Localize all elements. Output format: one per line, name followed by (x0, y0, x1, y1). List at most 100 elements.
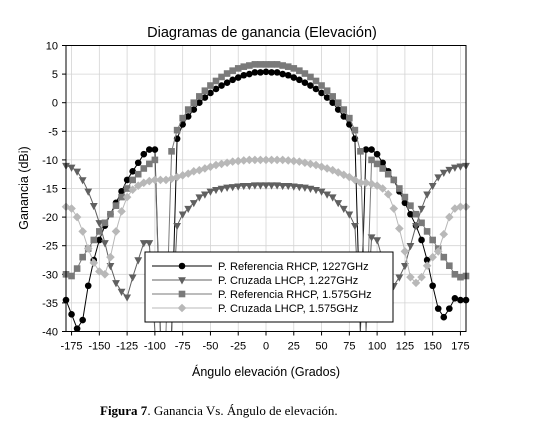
data-point (212, 77, 220, 85)
data-point (195, 165, 204, 175)
legend-item-1: P. Referencia RHCP, 1227GHz (152, 261, 369, 273)
y-tick-label: 5 (52, 69, 58, 81)
data-point (346, 114, 353, 122)
data-point (317, 188, 326, 196)
data-point (223, 70, 231, 77)
data-point (400, 247, 410, 256)
x-tick-label: 100 (368, 341, 386, 353)
data-point (383, 189, 393, 199)
series-3 (62, 61, 470, 332)
data-point (340, 106, 348, 113)
data-point (218, 73, 225, 81)
data-point (445, 166, 454, 175)
data-point (183, 169, 193, 178)
data-point (150, 175, 160, 185)
x-tick-label: -125 (116, 341, 138, 353)
y-tick-label: 0 (52, 98, 58, 110)
data-point (451, 295, 459, 302)
data-point (206, 188, 215, 196)
data-point (389, 204, 399, 213)
data-point (251, 61, 259, 68)
data-point (173, 222, 182, 231)
y-tick-label: -10 (42, 155, 58, 167)
data-point (184, 106, 192, 113)
data-point (96, 236, 103, 244)
data-point (68, 272, 75, 280)
data-point (450, 164, 459, 172)
data-point (306, 159, 315, 169)
data-point (368, 146, 375, 153)
data-point (406, 243, 415, 251)
data-point (78, 177, 87, 185)
data-point (395, 274, 404, 282)
data-point (128, 274, 137, 282)
data-point (123, 176, 131, 184)
y-axis-ticks: 10 5 0 -5 -10 -15 -20 -25 -30 -35 -40 (42, 41, 66, 339)
legend-marker (178, 277, 186, 285)
data-point (289, 183, 298, 191)
x-tick-label: 150 (423, 341, 441, 353)
data-point (384, 170, 392, 178)
data-point (89, 202, 98, 211)
data-point (262, 68, 270, 76)
data-point (301, 70, 309, 77)
data-point (179, 114, 186, 122)
data-point (407, 210, 414, 218)
data-point (133, 181, 143, 190)
data-point (79, 316, 86, 324)
data-point (328, 194, 337, 202)
data-point (323, 191, 332, 199)
x-tick-label: 125 (396, 341, 414, 353)
data-point (111, 227, 121, 236)
data-point (373, 150, 381, 158)
data-point (290, 65, 298, 72)
data-point (296, 76, 303, 84)
data-point (295, 157, 304, 166)
data-point (251, 69, 259, 76)
x-tick-label: -75 (175, 341, 191, 353)
data-point (233, 156, 243, 166)
data-point (173, 126, 181, 134)
data-point (412, 210, 420, 218)
y-tick-label: -5 (48, 126, 58, 138)
data-point (445, 212, 454, 222)
data-point (161, 175, 171, 185)
data-point (423, 191, 432, 199)
data-point (184, 205, 193, 214)
legend-marker (178, 262, 186, 270)
data-point (207, 89, 214, 97)
data-point (334, 99, 342, 106)
data-point (222, 158, 232, 168)
data-point (439, 169, 448, 177)
legend-label: P. Referencia RHCP, 1.575GHz (218, 289, 372, 301)
data-point (423, 228, 431, 235)
data-point (350, 175, 360, 185)
x-tick-label: 175 (451, 341, 469, 353)
data-point (129, 168, 136, 175)
data-point (146, 146, 153, 153)
data-point (407, 202, 414, 209)
legend-label: P. Cruzada LHCP, 1.227GHz (218, 275, 358, 287)
data-point (279, 62, 286, 69)
x-axis-ticks: -175 -150 -125 -100 -75 -50 -25 0 25 50 75 100 125 15… (61, 331, 470, 353)
data-point (284, 71, 292, 79)
data-point (446, 305, 453, 312)
data-point (368, 156, 375, 164)
data-point (395, 224, 404, 233)
data-point (417, 272, 426, 282)
y-tick-label: -35 (42, 298, 58, 310)
data-point (257, 61, 264, 68)
data-point (361, 178, 371, 188)
data-point (406, 272, 415, 282)
legend-item-4: P. Cruzada LHCP, 1.575GHz (152, 303, 358, 315)
data-point (246, 62, 253, 69)
data-point (378, 184, 387, 193)
data-point (400, 263, 409, 271)
data-point (240, 71, 248, 79)
data-point (229, 76, 236, 84)
data-point (101, 219, 109, 227)
data-point (189, 200, 198, 208)
data-point (261, 155, 271, 165)
data-point (239, 182, 248, 191)
data-point (318, 89, 325, 97)
